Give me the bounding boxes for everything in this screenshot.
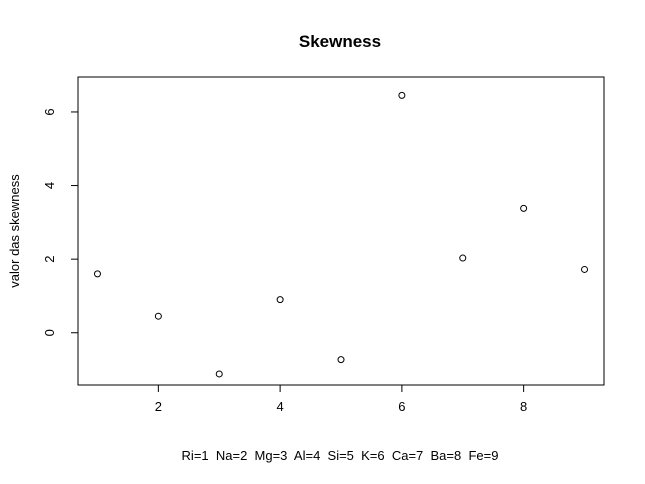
data-point	[581, 265, 589, 273]
data-point	[276, 296, 284, 304]
data-point	[398, 91, 406, 99]
data-point	[520, 204, 528, 212]
x-tick-label: 2	[155, 399, 162, 414]
y-tick-label: 0	[42, 329, 57, 336]
data-points	[93, 91, 589, 378]
y-tick-label: 4	[42, 182, 57, 189]
data-point	[459, 254, 467, 262]
x-axis: 2 4 6 8	[155, 384, 527, 414]
x-tick-label: 6	[398, 399, 405, 414]
x-axis-label: Ri=1 Na=2 Mg=3 Al=4 Si=5 K=6 Ca=7 Ba=8 F…	[182, 448, 499, 463]
data-point	[93, 270, 101, 278]
plot-box	[77, 76, 605, 386]
y-tick-label: 2	[42, 256, 57, 263]
y-axis: 0 2 4 6	[42, 108, 79, 336]
data-point	[337, 356, 345, 364]
data-point	[215, 370, 223, 378]
y-axis-label: valor das skewness	[7, 174, 22, 288]
chart-title: Skewness	[299, 32, 381, 51]
data-point	[154, 312, 162, 320]
x-tick-label: 8	[520, 399, 527, 414]
x-tick-label: 4	[277, 399, 284, 414]
y-tick-label: 6	[42, 108, 57, 115]
